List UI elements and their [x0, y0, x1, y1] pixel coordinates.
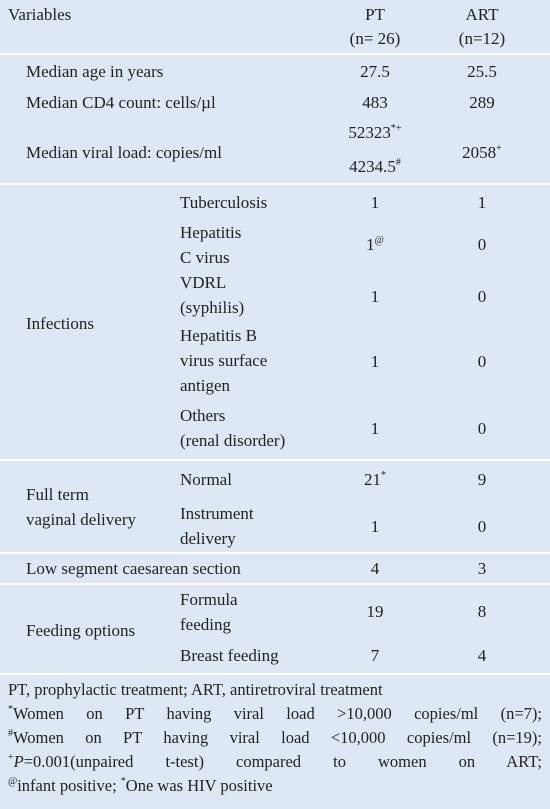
cell: 25.5: [467, 62, 497, 81]
cell: 1: [366, 235, 375, 254]
cell: 1: [371, 350, 380, 374]
cell: VDRL: [180, 273, 227, 292]
cell: 19: [366, 602, 384, 621]
cell: (renal disorder): [180, 431, 286, 450]
sup: +: [8, 752, 14, 763]
cell: antigen: [180, 376, 231, 395]
cell: Median viral load: copies/ml: [26, 143, 222, 162]
cell: Median CD4 count: cells/µl: [26, 93, 216, 112]
header: ART: [465, 5, 499, 24]
cell: 1: [371, 285, 380, 309]
cell: 7: [371, 644, 380, 668]
cell: 1: [371, 515, 380, 539]
sup: #: [395, 157, 401, 168]
sup: #: [8, 728, 13, 739]
cell: 0: [477, 352, 487, 371]
cell: C virus: [180, 248, 230, 267]
cell: Full term: [26, 485, 89, 504]
cell: 1: [370, 287, 380, 306]
cell: 0: [477, 287, 487, 306]
cell: 21*: [364, 468, 386, 492]
separator: [0, 183, 550, 185]
cell: vaginal delivery: [26, 510, 136, 529]
cell: delivery: [180, 529, 236, 548]
text: 2058: [462, 143, 497, 162]
header: (n=12): [458, 29, 506, 48]
text: P: [13, 752, 24, 771]
cell: Feeding options: [26, 621, 136, 640]
cell: 27.5: [360, 62, 390, 81]
cell: 0: [477, 517, 487, 536]
cell: 7: [370, 646, 380, 665]
text: Women on PT having viral load <10,000 co…: [13, 728, 542, 747]
cell: (syphilis): [180, 298, 245, 317]
footnote: @infant positive; *One was HIV positive: [8, 774, 542, 798]
cell: 1: [371, 191, 380, 215]
cell: 1@: [366, 233, 384, 257]
cell: 2058+: [462, 141, 502, 165]
cell: Breast feeding: [180, 646, 279, 665]
cell: 1: [371, 417, 380, 441]
footnote: PT, prophylactic treatment; ART, antiret…: [8, 678, 542, 702]
text: infant positive;: [17, 776, 121, 795]
separator: [0, 673, 550, 675]
sup: *: [381, 470, 386, 481]
cell: 1: [370, 517, 380, 536]
text: 4234.5: [349, 157, 396, 176]
header: (n= 26): [349, 29, 401, 48]
sup: +: [496, 143, 502, 154]
cell: 4234.5#: [349, 155, 401, 179]
sup: *+: [390, 123, 402, 134]
cell: feeding: [180, 615, 231, 634]
cell: 1: [370, 352, 380, 371]
sup: *: [120, 776, 126, 787]
separator: [0, 53, 550, 55]
cell: 0: [477, 419, 487, 438]
cell: Instrument: [180, 504, 254, 523]
text: PT, prophylactic treatment; ART, antiret…: [8, 680, 383, 699]
cell: Median age in years: [26, 62, 164, 81]
footnote: #Women on PT having viral load <10,000 c…: [8, 726, 542, 750]
footnote: +P=0.001(unpaired t-test) compared to wo…: [8, 750, 542, 774]
footnote: *Women on PT having viral load >10,000 c…: [8, 702, 542, 726]
cell: 21: [364, 470, 381, 489]
cell: 289: [469, 93, 495, 112]
header: PT: [365, 5, 385, 24]
cell: Infections: [26, 314, 94, 333]
cell: Hepatitis: [180, 223, 242, 242]
cell: 9: [477, 470, 487, 489]
sup: @: [8, 776, 18, 787]
text: Women on PT having viral load >10,000 co…: [13, 704, 542, 723]
separator: [0, 583, 550, 585]
cell: virus surface: [180, 351, 268, 370]
text: One was HIV positive: [125, 776, 273, 795]
sup: @: [374, 235, 384, 246]
cell: 1: [370, 419, 380, 438]
text: 52323: [348, 123, 391, 142]
cell: 1: [477, 193, 487, 212]
cell: 483: [362, 93, 388, 112]
separator: [0, 459, 550, 461]
cell: 52323*+: [348, 121, 401, 145]
cell: 3: [477, 559, 487, 578]
cell: Formula: [180, 590, 238, 609]
separator: [0, 552, 550, 554]
header: Variables: [8, 5, 72, 24]
cell: Others: [180, 406, 226, 425]
cell: Normal: [180, 470, 232, 489]
cell: 4: [370, 559, 380, 578]
cell: 4: [477, 646, 487, 665]
cell: Low segment caesarean section: [26, 559, 241, 578]
cell: 8: [477, 602, 487, 621]
cell: 0: [477, 235, 487, 254]
cell: 19: [367, 600, 384, 624]
text: =0.001(unpaired t-test) compared to wome…: [23, 752, 542, 771]
cell: Hepatitis B: [180, 326, 257, 345]
cell: Tuberculosis: [180, 193, 268, 212]
cell: 1: [370, 193, 380, 212]
sup: *: [8, 704, 13, 715]
